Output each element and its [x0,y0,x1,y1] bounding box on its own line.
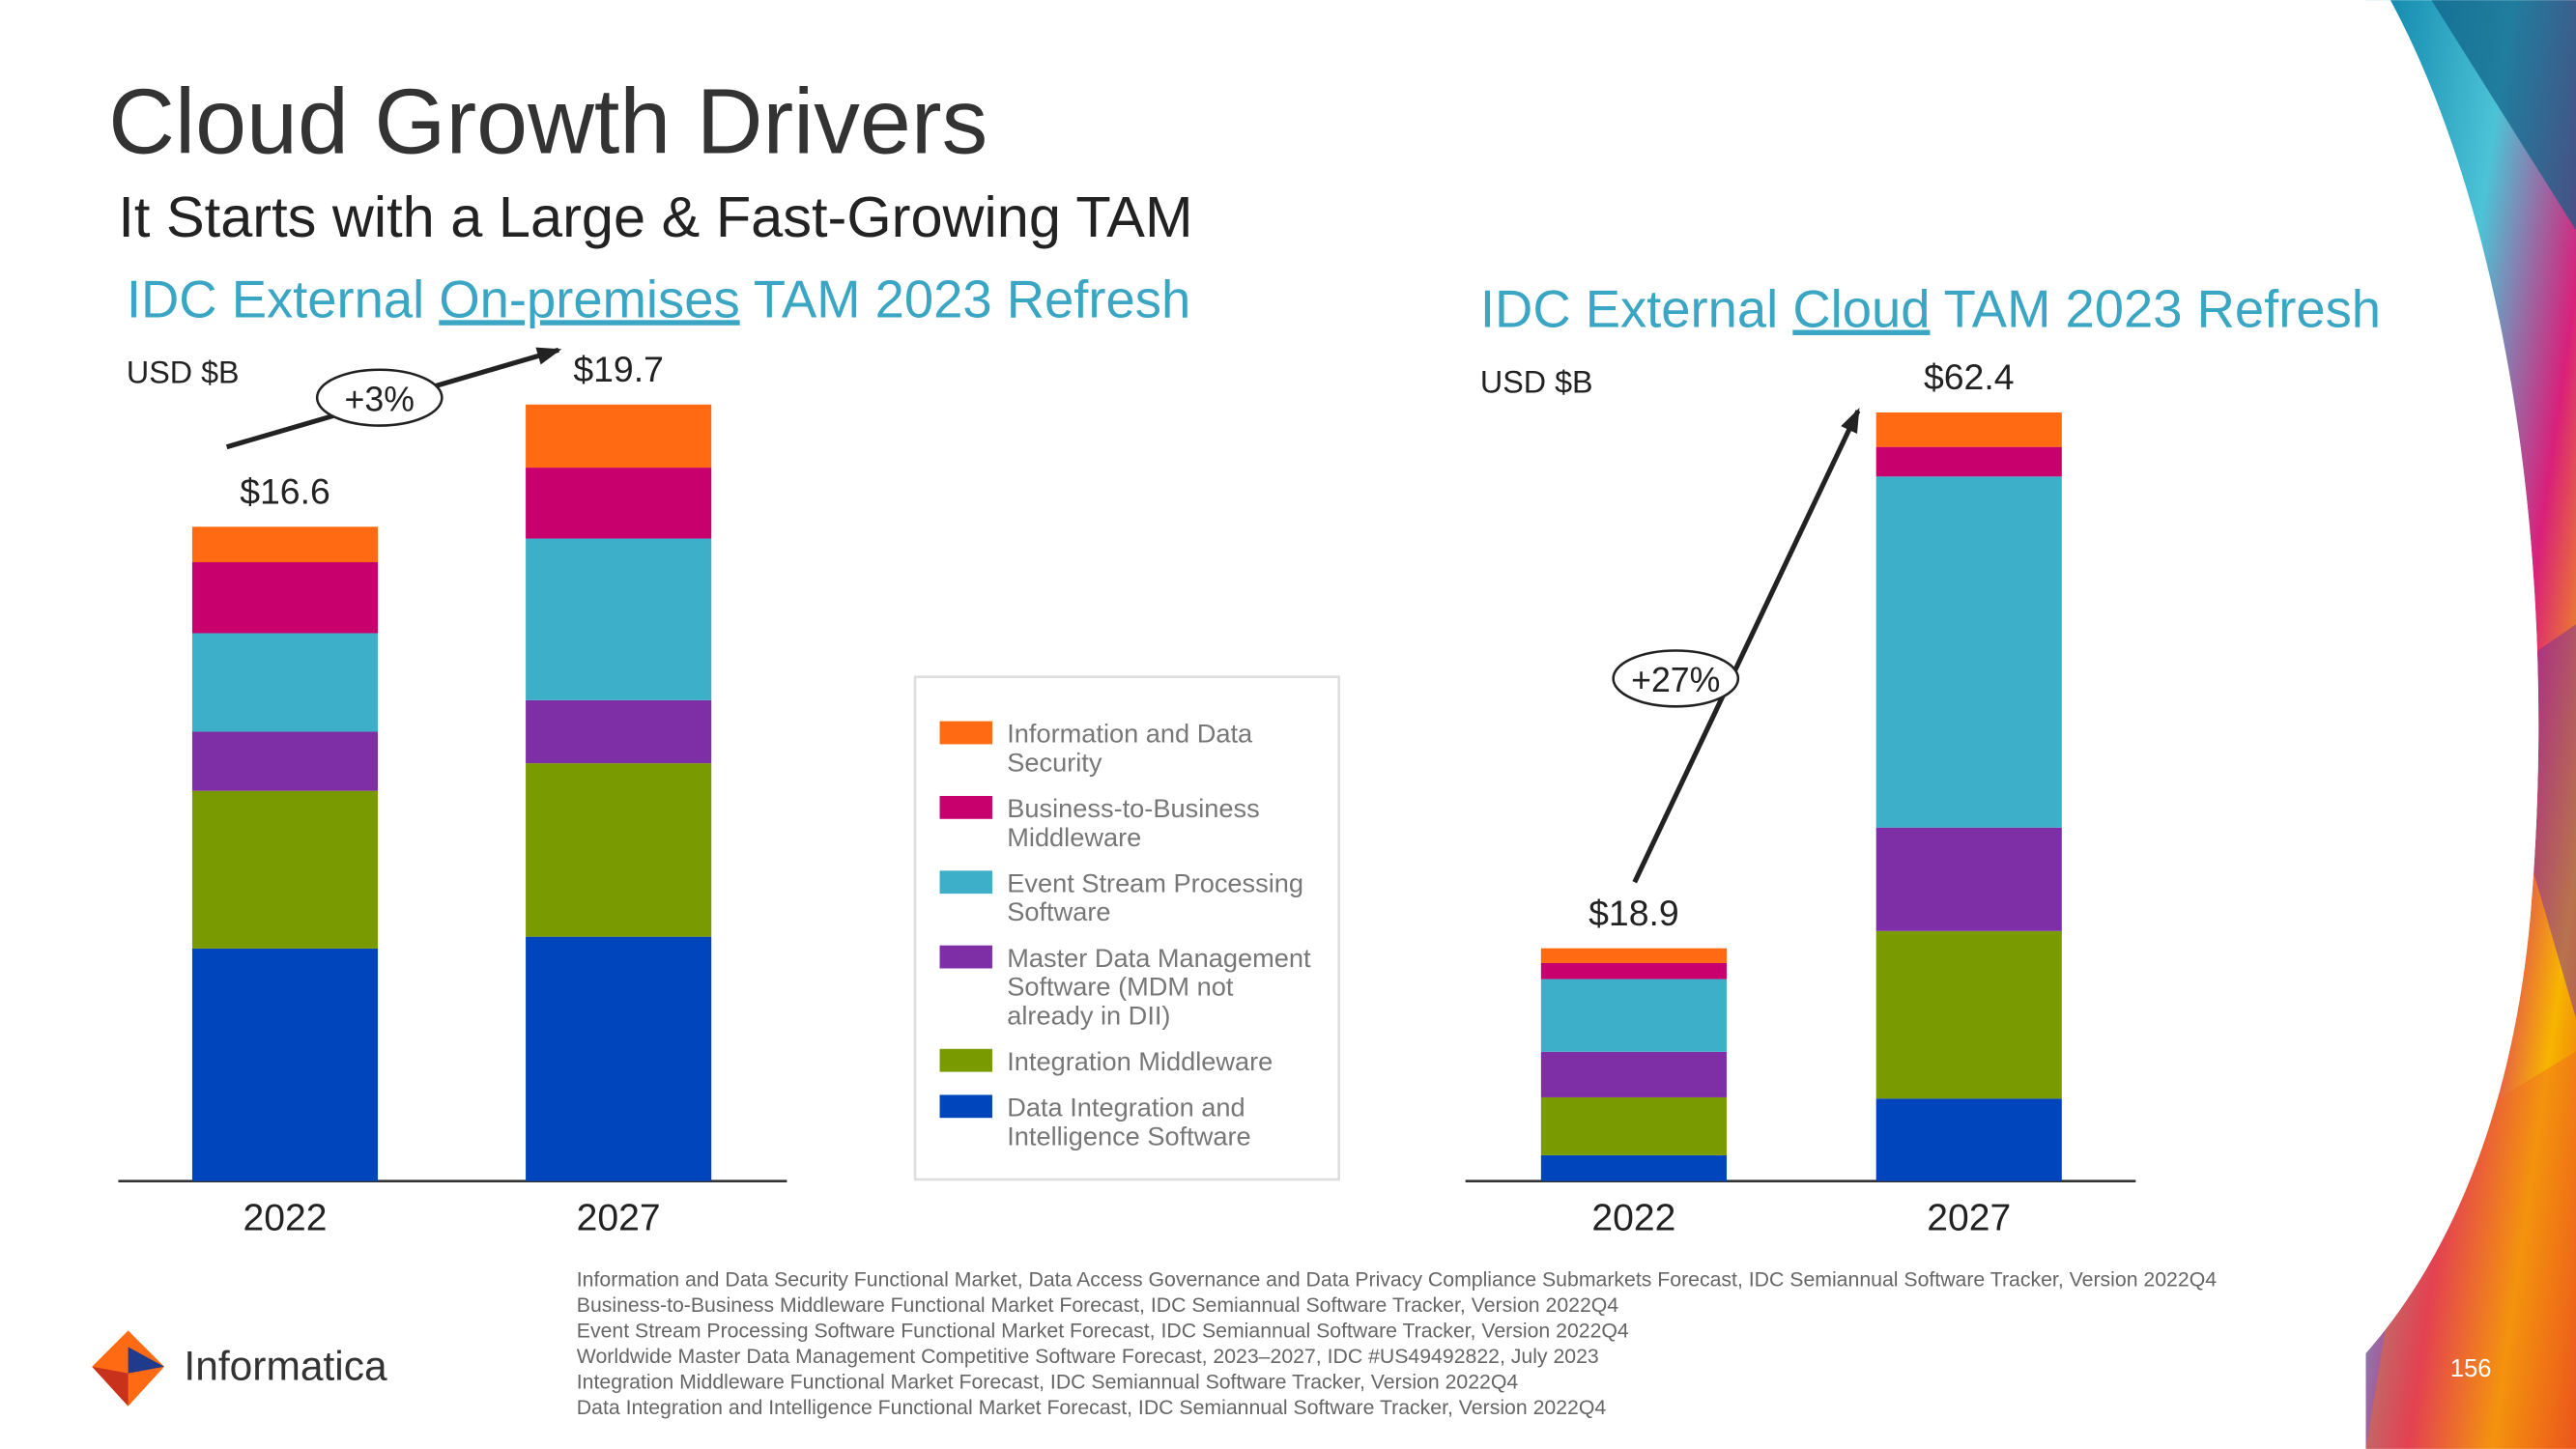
legend-label-line: Event Stream Processing [1007,867,1310,897]
bar-segment [1540,948,1727,963]
y-axis-label: USD $B [127,355,240,389]
total-label: $62.4 [1924,356,2015,397]
legend-label-line: Software [1007,896,1110,926]
growth-label: +27% [1631,661,1720,699]
bar-segment [526,468,712,539]
growth-arrow [1632,410,1861,884]
legend-swatch [939,721,992,745]
bar-segment [191,790,379,949]
logo-text: Informatica [184,1344,387,1389]
logo-mark [128,1347,165,1374]
chart-title-part: TAM 2023 Refresh [740,270,1191,328]
legend-label: Business-to-Business Middleware [1007,793,1267,852]
y-axis-label: USD $B [1480,365,1593,400]
chart-title-part: On-premises [439,270,739,328]
bar-segment [1875,446,2062,477]
x-tick-label: 2022 [243,1198,328,1239]
bar-segment [1540,1154,1727,1181]
heading: Cloud Growth Drivers [108,71,987,173]
legend-label-line: Software (MDM not [1007,972,1241,1002]
total-label: $19.7 [573,349,664,389]
bar-segment [191,633,379,732]
growth-badge [1612,649,1740,708]
bar-segment [1540,1051,1727,1097]
growth-badge [315,368,444,427]
footnote: Integration Middleware Functional Market… [577,1371,1519,1394]
bar-segment [1875,1098,2062,1181]
footnote: Data Integration and Intelligence Functi… [577,1396,1607,1419]
x-tick-label: 2027 [577,1198,661,1239]
bar-segment [1540,979,1727,1052]
arrow-head [1841,408,1860,435]
legend-label: Event Stream Processing Software [1007,867,1310,926]
legend-swatch [939,945,992,969]
legend-label: Master Data Management Software (MDM not… [1007,943,1318,1031]
legend-label-line: Middleware [1007,822,1141,852]
footnote: Worldwide Master Data Management Competi… [577,1345,1599,1368]
bar-segment [526,404,712,469]
bar-segment [191,562,379,634]
bar-segment [1540,962,1727,980]
bar-segment [1875,827,2062,931]
x-tick-label: 2022 [1591,1198,1675,1239]
chart-title-part: IDC External [1480,280,1792,339]
bar-segment [1875,930,2062,1099]
legend-label-line: Security [1007,747,1102,777]
bar-segment [526,538,712,700]
legend-label-line: Information and Data [1007,719,1259,749]
growth-label: +3% [345,380,415,418]
bar-segment [1875,412,2062,447]
bar-segment [191,526,379,563]
legend: Information and Data Security Business-to… [913,675,1340,1181]
subheading: It Starts with a Large & Fast-Growing TA… [118,185,1192,249]
bar-segment [1875,476,2062,828]
footnotes: Information and Data Security Functional… [577,1267,2217,1419]
bar-segment [526,763,712,937]
bar-segment [1540,1096,1727,1155]
legend-swatch [939,1094,992,1119]
page-number: 156 [2450,1355,2492,1382]
legend-label: Integration Middleware [1007,1046,1273,1076]
bar-segment [191,948,379,1181]
legend-swatch [939,795,992,819]
total-label: $18.9 [1589,893,1679,933]
chart-title-part: IDC External [127,270,439,328]
chart-title: IDC External On-premises TAM 2023 Refres… [127,270,1190,328]
legend-swatch [939,1048,992,1072]
footnote: Information and Data Security Functional… [577,1267,2217,1291]
chart-title-part: Cloud [1792,280,1930,339]
footnote: Business-to-Business Middleware Function… [577,1293,1619,1317]
legend-label-line: already in DII) [1007,1000,1170,1030]
legend-label-line: Data Integration and [1007,1093,1252,1122]
x-tick-label: 2027 [1927,1198,2011,1239]
legend-label-line: Business-to-Business [1007,793,1267,823]
bar-segment [526,699,712,764]
bar-segment [526,936,712,1181]
total-label: $16.6 [240,470,330,511]
legend-label: Data Integration and Intelligence Softwa… [1007,1093,1252,1151]
bar-segment [191,731,379,791]
legend-label-line: Master Data Management [1007,943,1318,973]
footnote: Event Stream Processing Software Functio… [577,1320,1629,1343]
legend-label: Information and Data Security [1007,719,1259,778]
legend-label-line: Intelligence Software [1007,1121,1250,1151]
arrow-head [535,347,562,365]
legend-swatch [939,870,992,895]
chart-title: IDC External Cloud TAM 2023 Refresh [1480,280,2381,339]
chart-title-part: TAM 2023 Refresh [1930,280,2381,339]
legend-label-line: Integration Middleware [1007,1046,1273,1076]
